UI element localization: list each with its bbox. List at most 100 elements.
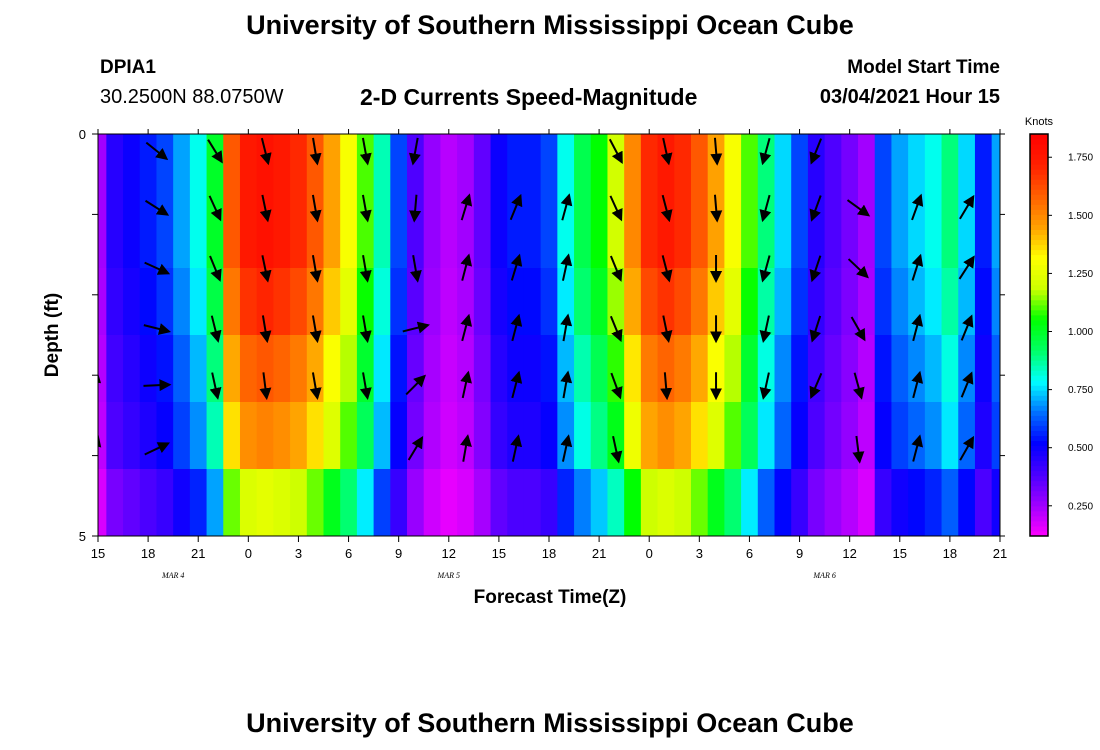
heatmap-cell (373, 268, 391, 336)
heatmap-cell (791, 402, 809, 470)
heatmap-cell (924, 469, 943, 536)
colorbar-segment (1030, 470, 1048, 477)
heatmap-cell (858, 335, 876, 403)
x-tick-label: 15 (893, 546, 907, 561)
colorbar-segment (1030, 480, 1048, 487)
heatmap-cell (457, 402, 475, 470)
heatmap-cell (640, 469, 659, 536)
y-tick-label: 0 (79, 127, 86, 142)
heatmap-cell (707, 335, 725, 403)
heatmap-cell (490, 134, 508, 202)
x-date-label: MAR 5 (437, 571, 460, 580)
x-tick-label: 21 (592, 546, 606, 561)
current-vector-arrow (560, 370, 573, 399)
heatmap-cell (858, 469, 876, 536)
colorbar-segment (1030, 370, 1048, 376)
heatmap-cell (407, 268, 425, 336)
heatmap-cell (640, 335, 659, 403)
colorbar-segment (1030, 360, 1048, 366)
heatmap-cell (607, 469, 625, 536)
heatmap-cell (507, 402, 525, 470)
heatmap-cell (306, 134, 325, 202)
model-start-value: 03/04/2021 Hour 15 (819, 86, 1000, 108)
current-vector-arrow (846, 199, 871, 217)
colorbar-tick-label: 1.500 (1068, 211, 1093, 222)
heatmap-cell (239, 402, 258, 470)
heatmap-cell (757, 201, 776, 269)
heatmap-cell (440, 134, 458, 202)
colorbar-segment (1030, 335, 1048, 341)
current-vector-arrow (144, 261, 171, 275)
current-vector-arrow (460, 313, 473, 342)
heatmap-cell (690, 268, 709, 336)
heatmap-cell (156, 402, 174, 470)
colorbar-segment (1030, 445, 1048, 452)
colorbar-segment (1030, 274, 1048, 281)
heatmap-cell (440, 469, 458, 536)
current-vector-arrow (460, 434, 472, 462)
heatmap-cell (791, 469, 809, 536)
heatmap-cell (974, 402, 993, 470)
heatmap-cell (189, 469, 208, 536)
heatmap-cell (239, 469, 258, 536)
heatmap-cell (707, 268, 725, 336)
x-tick-label: 3 (696, 546, 703, 561)
current-vector-arrow (309, 194, 322, 223)
heatmap-cell (490, 469, 508, 536)
x-tick-label: 15 (492, 546, 506, 561)
heatmap-cell (256, 469, 274, 536)
heatmap-cell (457, 201, 475, 269)
heatmap-cell (924, 268, 943, 336)
current-vector-arrow (660, 315, 673, 343)
heatmap-cell (774, 268, 792, 336)
colorbar-tick-label: 0.500 (1068, 443, 1093, 454)
heatmap-cell (624, 268, 642, 336)
heatmap-cell (741, 469, 759, 536)
heatmap-cell (590, 134, 609, 202)
heatmap-cell (273, 335, 291, 403)
current-vector-arrow (710, 194, 723, 223)
colorbar-segment (1030, 179, 1048, 185)
heatmap-cell (273, 268, 291, 336)
current-vector-arrow (359, 194, 372, 223)
heatmap-cell (273, 134, 291, 202)
heatmap-cell (690, 134, 709, 202)
heatmap-cell (991, 402, 1000, 470)
heatmap-cell (223, 134, 241, 202)
heatmap-cell (106, 469, 124, 536)
current-vector-arrow (460, 253, 473, 281)
heatmap-cell (724, 335, 742, 403)
x-tick-label: 9 (796, 546, 803, 561)
colorbar-segment (1030, 284, 1048, 291)
heatmap-cell (323, 268, 341, 336)
current-vector-arrow (959, 435, 975, 461)
current-vector-arrow (143, 379, 172, 392)
heatmap-cell (607, 201, 625, 269)
colorbar-segment (1030, 269, 1048, 276)
heatmap-cell (874, 268, 893, 336)
heatmap-cell (523, 134, 542, 202)
heatmap-cell (523, 335, 542, 403)
heatmap-cell (356, 268, 375, 336)
heatmap-cell (156, 201, 174, 269)
colorbar-segment (1030, 375, 1048, 381)
colorbar-segment (1030, 425, 1048, 431)
heatmap-cell (523, 402, 542, 470)
colorbar-segment (1030, 224, 1048, 230)
colorbar-segment (1030, 259, 1048, 266)
heatmap-cell (574, 268, 592, 336)
heatmap-cell (273, 201, 291, 269)
x-tick-label: 12 (842, 546, 856, 561)
heatmap-cell (523, 469, 542, 536)
colorbar-segment (1030, 430, 1048, 436)
heatmap-cell (407, 469, 425, 536)
heatmap-cell (774, 402, 792, 470)
colorbar-segment (1030, 485, 1048, 492)
current-vector-arrow (852, 435, 865, 464)
current-vector-arrow (209, 255, 222, 282)
heatmap-cell (624, 402, 642, 470)
heatmap-cell (690, 469, 709, 536)
heatmap-cell (223, 402, 241, 470)
current-vector-arrow (759, 194, 772, 223)
current-vector-arrow (510, 370, 523, 399)
